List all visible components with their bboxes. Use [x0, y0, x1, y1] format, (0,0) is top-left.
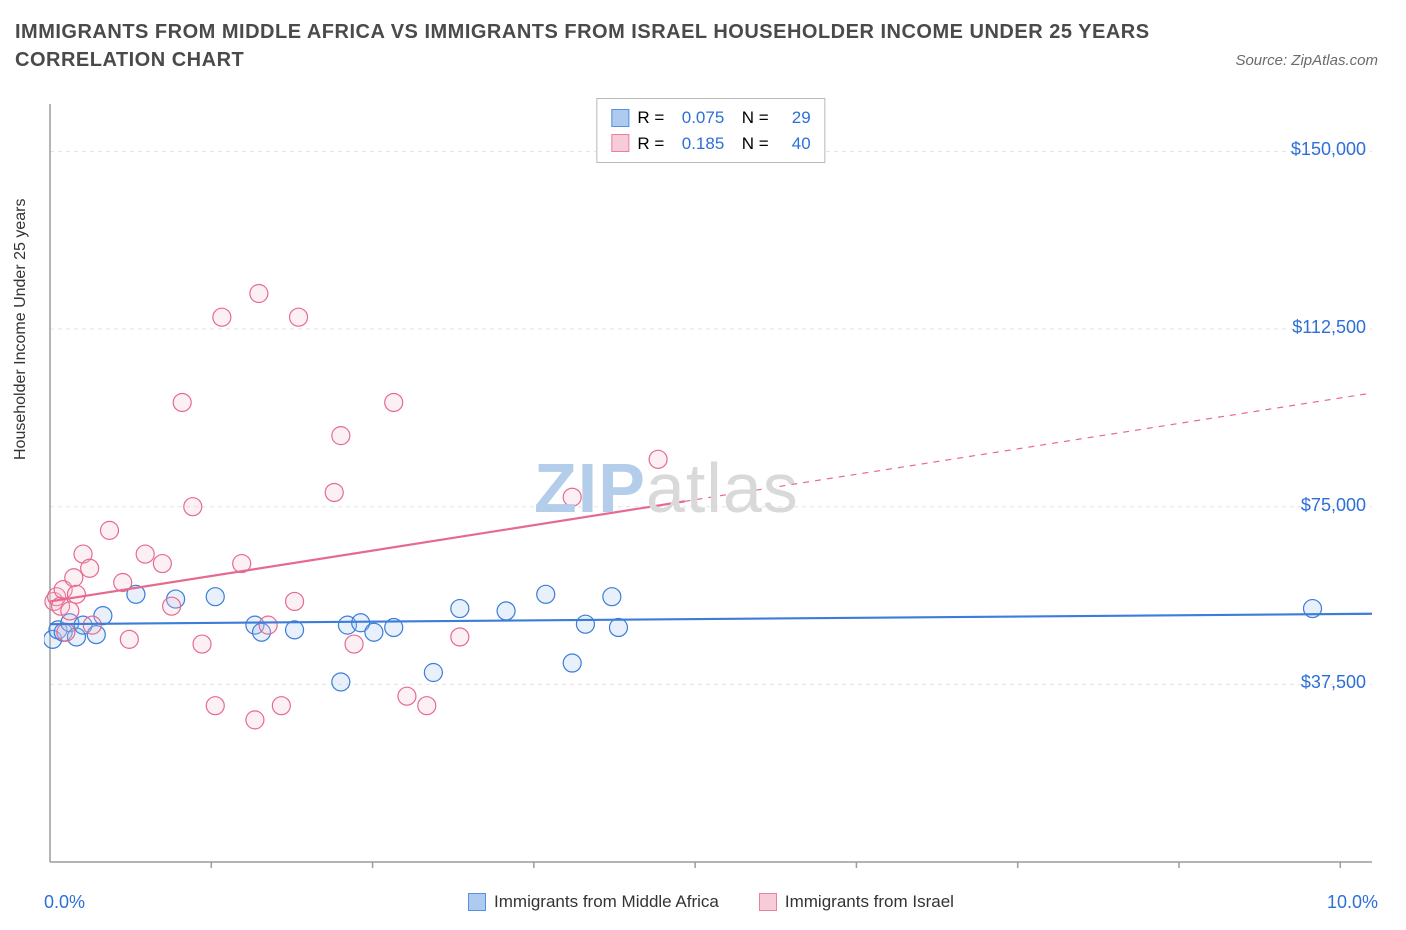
legend-swatch [611, 134, 629, 152]
y-tick-label: $75,000 [1301, 495, 1366, 516]
scatter-point [563, 488, 581, 506]
stat-n-label: N = [732, 105, 768, 131]
scatter-point [286, 592, 304, 610]
stats-legend-row: R = 0.075 N = 29 [611, 105, 810, 131]
scatter-point [609, 618, 627, 636]
scatter-point [136, 545, 154, 563]
trend-line-extrapolated [685, 393, 1372, 501]
scatter-point [332, 427, 350, 445]
source-attribution: Source: ZipAtlas.com [1235, 52, 1378, 69]
stat-n-value: 29 [777, 105, 811, 131]
stat-n-value: 40 [777, 131, 811, 157]
chart-svg [44, 98, 1378, 868]
scatter-point [424, 664, 442, 682]
scatter-point [61, 602, 79, 620]
y-tick-label: $150,000 [1291, 139, 1366, 160]
stats-legend: R = 0.075 N = 29 R = 0.185 N = 40 [596, 98, 825, 163]
legend-item: Immigrants from Middle Africa [468, 892, 719, 912]
scatter-point [576, 615, 594, 633]
scatter-point [649, 450, 667, 468]
scatter-point [345, 635, 363, 653]
scatter-point [418, 697, 436, 715]
scatter-point [385, 393, 403, 411]
scatter-point [213, 308, 231, 326]
scatter-point [81, 559, 99, 577]
stat-r-label: R = [637, 105, 664, 131]
scatter-point [497, 602, 515, 620]
scatter-point [537, 585, 555, 603]
scatter-point [365, 623, 383, 641]
scatter-point [250, 285, 268, 303]
y-tick-label: $37,500 [1301, 672, 1366, 693]
chart-title: IMMIGRANTS FROM MIDDLE AFRICA VS IMMIGRA… [15, 18, 1206, 74]
stat-n-label: N = [732, 131, 768, 157]
x-axis-end-label: 10.0% [1327, 892, 1378, 913]
stat-r-label: R = [637, 131, 664, 157]
legend-label: Immigrants from Israel [785, 892, 954, 912]
legend-label: Immigrants from Middle Africa [494, 892, 719, 912]
scatter-point [67, 585, 85, 603]
scatter-point [286, 621, 304, 639]
scatter-point [100, 521, 118, 539]
stat-r-value: 0.185 [672, 131, 724, 157]
legend-swatch [468, 893, 486, 911]
series-legend: Immigrants from Middle Africa Immigrants … [44, 892, 1378, 920]
scatter-point [451, 600, 469, 618]
scatter-point [153, 555, 171, 573]
scatter-point [290, 308, 308, 326]
scatter-point [451, 628, 469, 646]
scatter-point [163, 597, 181, 615]
y-axis-label: Householder Income Under 25 years [12, 199, 30, 460]
legend-item: Immigrants from Israel [759, 892, 954, 912]
scatter-plot: ZIPatlas R =0.075 N =29R =0.185 N =40 $3… [44, 98, 1378, 868]
legend-swatch [759, 893, 777, 911]
scatter-point [193, 635, 211, 653]
scatter-point [57, 623, 75, 641]
legend-swatch [611, 109, 629, 127]
scatter-point [206, 588, 224, 606]
scatter-point [184, 498, 202, 516]
scatter-point [120, 630, 138, 648]
y-tick-label: $112,500 [1292, 317, 1366, 338]
scatter-point [272, 697, 290, 715]
stats-legend-row: R = 0.185 N = 40 [611, 131, 810, 157]
scatter-point [246, 711, 264, 729]
scatter-point [259, 616, 277, 634]
scatter-point [325, 483, 343, 501]
scatter-point [563, 654, 581, 672]
scatter-point [603, 588, 621, 606]
scatter-point [206, 697, 224, 715]
x-axis-footer: 0.0% Immigrants from Middle AfricaImmigr… [44, 892, 1378, 920]
scatter-point [398, 687, 416, 705]
scatter-point [173, 393, 191, 411]
scatter-point [83, 616, 101, 634]
scatter-point [332, 673, 350, 691]
stat-r-value: 0.075 [672, 105, 724, 131]
scatter-point [65, 569, 83, 587]
